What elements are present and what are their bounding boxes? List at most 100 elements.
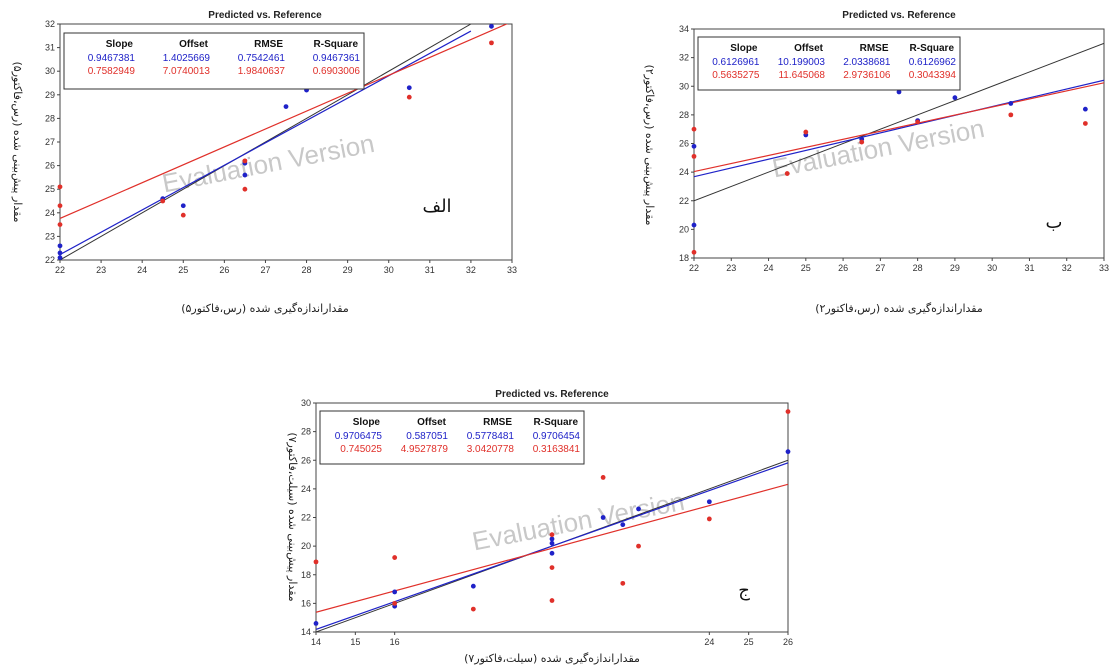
x-tick-label: 32 <box>1062 263 1072 273</box>
calibration-stat-value: 10.199003 <box>778 57 826 68</box>
y-tick-label: 28 <box>679 110 689 120</box>
validation-stat-value: 0.6903006 <box>313 66 361 77</box>
y-tick-label: 30 <box>301 398 311 408</box>
stats-header-rmse: RMSE <box>860 43 889 54</box>
calibration-regression-line <box>60 30 472 256</box>
calibration-data-point <box>313 621 319 626</box>
validation-data-point <box>406 94 412 100</box>
validation-data-point <box>915 119 921 125</box>
y-tick-label: 30 <box>679 81 689 91</box>
stats-header-rmse: RMSE <box>254 39 283 50</box>
x-tick-label: 28 <box>913 263 923 273</box>
stats-legend-box <box>63 32 365 90</box>
validation-data-point <box>242 186 248 192</box>
x-tick-label: 23 <box>96 265 106 275</box>
target-line <box>694 42 1104 202</box>
calibration-data-point <box>283 104 289 109</box>
validation-data-point <box>489 40 494 46</box>
calibration-data-point <box>785 449 791 455</box>
calibration-data-point <box>1082 106 1088 112</box>
validation-stat-value: 3.0420778 <box>467 444 515 455</box>
validation-data-point <box>392 600 398 606</box>
calibration-data-point <box>489 23 494 29</box>
calibration-stat-value: 0.6126962 <box>909 57 957 68</box>
x-tick-label: 31 <box>1024 263 1034 273</box>
y-tick-label: 23 <box>45 231 55 241</box>
validation-data-point <box>803 129 809 135</box>
stats-header-slope: Slope <box>353 417 381 428</box>
x-tick-label: 29 <box>950 263 960 273</box>
chart-title: Predicted vs. Reference <box>842 10 956 21</box>
y-tick-label: 31 <box>45 43 55 53</box>
y-tick-label: 27 <box>45 137 55 147</box>
y-tick-label: 18 <box>301 570 311 580</box>
calibration-data-point <box>406 85 412 91</box>
x-tick-label: 23 <box>726 263 736 273</box>
x-axis-label: مقداراندازه‌گیری شده (سیلت،فاکتور۷) <box>464 652 640 665</box>
calibration-stat-value: 0.9467361 <box>313 53 361 64</box>
calibration-data-point <box>1008 101 1014 106</box>
y-tick-label: 29 <box>45 90 55 100</box>
calibration-regression-line <box>694 79 1104 178</box>
stats-header-offset: Offset <box>179 39 209 50</box>
calibration-stat-value: 0.9467381 <box>88 53 136 64</box>
stats-header-rmse: RMSE <box>483 417 512 428</box>
y-axis-label: مقدار پیش‌بینی شده (سیلت،فاکتور۷) <box>286 432 299 601</box>
y-tick-label: 16 <box>301 598 311 608</box>
x-tick-label: 33 <box>507 265 517 275</box>
chart-title: Predicted vs. Reference <box>495 389 609 400</box>
validation-data-point <box>600 475 606 480</box>
x-tick-label: 30 <box>987 263 997 273</box>
x-tick-label: 25 <box>178 265 188 275</box>
stats-header-r-square: R-Square <box>910 43 955 54</box>
y-tick-label: 28 <box>301 427 311 437</box>
calibration-stat-value: 0.5778481 <box>467 431 515 442</box>
validation-data-point <box>313 559 319 565</box>
plot-area <box>60 24 509 260</box>
x-tick-label: 31 <box>425 265 435 275</box>
plot-area <box>316 459 788 632</box>
y-tick-label: 22 <box>45 255 55 265</box>
y-tick-label: 14 <box>301 627 311 637</box>
x-tick-label: 26 <box>783 637 793 647</box>
calibration-data-point <box>620 522 626 528</box>
validation-data-point <box>1008 112 1014 118</box>
y-tick-label: 26 <box>679 139 689 149</box>
calibration-data-point <box>896 89 902 95</box>
stats-header-r-square: R-Square <box>314 39 359 50</box>
y-tick-label: 22 <box>679 196 689 206</box>
x-axis-label: مقداراندازه‌گیری شده (رس،فاکتور۲) <box>815 302 983 315</box>
calibration-data-point <box>57 250 63 256</box>
y-axis-label: مقدار پیش‌بینی شده (رس،فاکتور۵) <box>11 61 24 222</box>
x-tick-label: 22 <box>689 263 699 273</box>
calibration-data-point <box>691 143 697 149</box>
y-axis-label: مقدار پیش‌بینی شده (رس،فاکتور۲) <box>643 64 656 225</box>
calibration-data-point <box>549 550 555 556</box>
y-tick-label: 30 <box>45 66 55 76</box>
y-tick-label: 32 <box>45 19 55 29</box>
y-tick-label: 24 <box>301 484 311 494</box>
validation-data-point <box>57 203 63 209</box>
watermark-text: Evaluation Version <box>160 128 377 199</box>
validation-data-point <box>180 212 186 218</box>
validation-data-point <box>57 184 63 190</box>
validation-stat-value: 0.3163841 <box>533 444 581 455</box>
x-axis-label: مقداراندازه‌گیری شده (رس،فاکتور۵) <box>181 302 349 315</box>
validation-data-point <box>785 409 791 414</box>
x-tick-label: 27 <box>875 263 885 273</box>
calibration-data-point <box>242 172 248 178</box>
panel-tag: ب <box>1046 212 1063 233</box>
validation-regression-line <box>316 483 788 613</box>
x-tick-label: 24 <box>137 265 147 275</box>
panel-tag: ج <box>738 580 750 601</box>
x-tick-label: 26 <box>219 265 229 275</box>
x-tick-label: 29 <box>343 265 353 275</box>
validation-stat-value: 0.745025 <box>340 444 382 455</box>
x-tick-label: 27 <box>260 265 270 275</box>
x-tick-label: 14 <box>311 637 321 647</box>
validation-stat-value: 11.645068 <box>778 70 825 81</box>
validation-data-point <box>859 139 865 145</box>
stats-legend-box <box>319 410 585 465</box>
target-line <box>60 24 472 260</box>
